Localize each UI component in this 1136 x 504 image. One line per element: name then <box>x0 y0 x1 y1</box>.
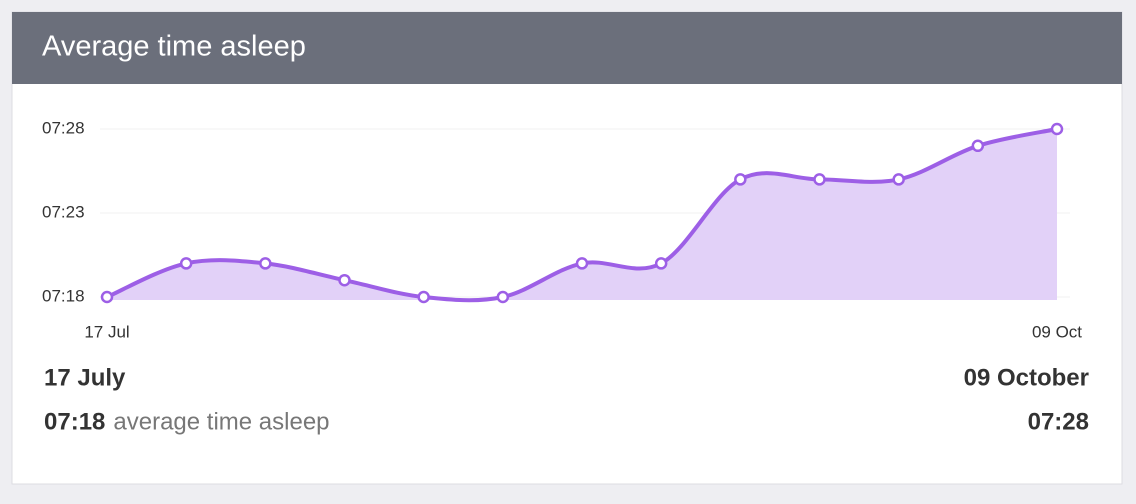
point <box>813 173 826 186</box>
x-tick-label: 17 Jul <box>84 322 129 341</box>
point <box>100 290 114 304</box>
point <box>575 257 589 270</box>
point <box>734 173 747 186</box>
card-title: Average time asleep <box>42 31 306 63</box>
start-value: 07:18 <box>44 408 105 435</box>
card-header <box>12 12 1122 84</box>
point <box>259 257 272 270</box>
y-tick-label: 07:18 <box>42 286 85 305</box>
point <box>417 290 430 304</box>
x-tick-label: 09 Oct <box>1032 322 1082 341</box>
point <box>179 257 193 270</box>
point <box>654 257 668 270</box>
point <box>338 273 351 287</box>
end-value: 07:28 <box>1028 408 1089 435</box>
start-date: 17 July <box>44 364 126 391</box>
point <box>971 139 985 153</box>
point <box>892 173 905 186</box>
y-tick-label: 07:23 <box>42 202 85 221</box>
end-date: 09 October <box>964 364 1089 391</box>
area <box>107 129 1057 301</box>
start-caption: average time asleep <box>113 408 329 435</box>
y-tick-label: 07:28 <box>42 118 85 137</box>
point <box>1050 122 1064 136</box>
point <box>496 290 510 304</box>
